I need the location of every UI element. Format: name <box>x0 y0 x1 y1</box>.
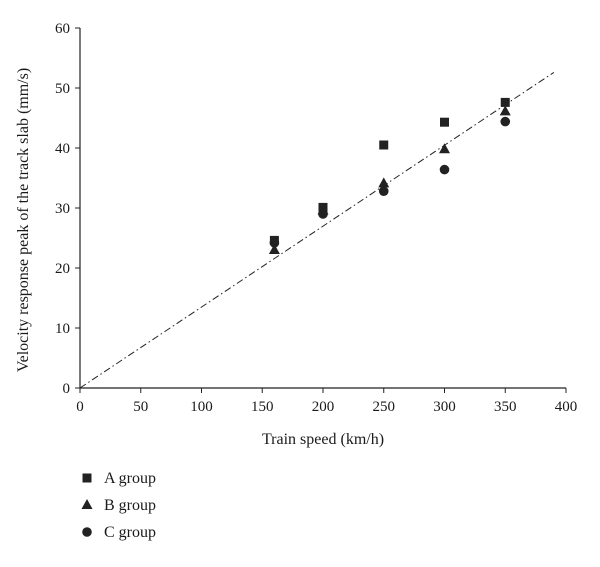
data-points <box>268 97 511 254</box>
legend-b-group-marker <box>81 499 93 509</box>
legend-c-group-marker <box>82 527 92 537</box>
legend-a-group-marker <box>82 473 92 483</box>
x-tick-label: 150 <box>251 399 274 415</box>
y-tick-label: 10 <box>55 321 70 337</box>
y-tick-label: 60 <box>55 21 70 37</box>
b-group-point <box>378 177 390 188</box>
y-tick-label: 0 <box>63 381 71 397</box>
y-tick-label: 20 <box>55 261 70 277</box>
x-tick-label: 0 <box>76 399 84 415</box>
y-tick-label: 50 <box>55 81 70 97</box>
axes: 0 50 100 150 200 250 300 350 400 0 10 20 30 40 50 60 <box>55 21 577 415</box>
c-group-point <box>439 164 450 175</box>
c-group-point <box>500 116 511 127</box>
legend-c-group-label: C group <box>104 524 156 541</box>
fit-line-layer <box>79 71 555 389</box>
y-tick-label: 30 <box>55 201 70 217</box>
a-group-point <box>440 117 449 127</box>
fit-line <box>79 71 555 389</box>
x-tick-label: 100 <box>190 399 213 415</box>
b-group-point <box>268 244 280 254</box>
x-tick-label: 250 <box>373 399 396 415</box>
c-group-point <box>318 209 328 219</box>
c-group-point <box>269 238 280 248</box>
a-group-point <box>379 140 389 150</box>
legend: A group B group C group <box>81 470 156 541</box>
x-axis-title: Train speed (km/h) <box>262 431 384 448</box>
y-axis-title: Velocity response peak of the track slab… <box>15 68 32 372</box>
a-group-point <box>500 97 510 107</box>
b-group-point <box>439 143 450 154</box>
b-group-point <box>499 105 511 116</box>
x-tick-label: 400 <box>555 399 578 415</box>
x-tick-label: 200 <box>312 399 335 415</box>
legend-a-group-label: A group <box>104 470 156 487</box>
legend-b-group-label: B group <box>104 497 156 514</box>
y-tick-label: 40 <box>55 141 70 157</box>
x-tick-label: 50 <box>133 399 148 415</box>
c-group-point <box>378 186 389 196</box>
x-tick-label: 350 <box>494 399 517 415</box>
x-tick-label: 300 <box>433 399 456 415</box>
